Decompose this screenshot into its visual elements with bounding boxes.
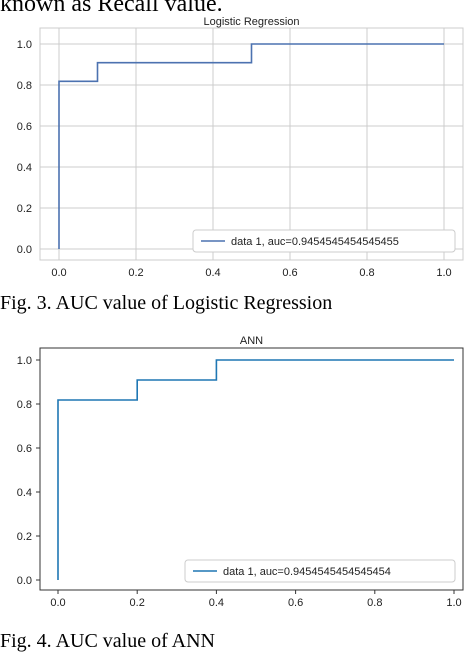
x-tick-label: 1.0 <box>446 597 461 609</box>
legend-box <box>184 559 456 583</box>
axes-frame <box>39 27 464 261</box>
chart-title: Logistic Regression <box>204 16 300 28</box>
y-tick-label: 0.8 <box>17 399 32 411</box>
logistic-regression-roc-chart: Logistic Regression 0.0 0.2 0.4 0.6 0.8 1.0 0.0… <box>17 16 464 279</box>
y-tick-label: 0.4 <box>17 487 32 499</box>
y-tick-label: 0.6 <box>17 121 32 133</box>
y-tick-label: 0.2 <box>17 531 32 543</box>
legend-box <box>192 229 456 253</box>
y-tick-label: 0.8 <box>17 80 32 92</box>
x-tick-label: 0.0 <box>51 267 66 279</box>
y-tick-label: 1.0 <box>17 355 32 367</box>
chart-title: ANN <box>240 335 263 347</box>
x-tick-label: 0.6 <box>282 267 297 279</box>
x-tick-label: 0.8 <box>359 267 374 279</box>
legend-label: data 1, auc=0.9454545454545455 <box>231 236 399 248</box>
figure-4-caption: Fig. 4. AUC value of ANN <box>0 630 215 652</box>
figure-3-caption: Fig. 3. AUC value of Logistic Regression <box>0 292 333 314</box>
y-tick-label: 0.0 <box>17 244 32 256</box>
y-tick-label: 1.0 <box>17 39 32 51</box>
ann-roc-chart: ANN 0.0 0.2 0.4 0.6 0.8 1.0 0.0 0.2 0.4 0.6 0.8 1.0 d… <box>17 335 464 609</box>
x-tick-label: 0.8 <box>367 597 382 609</box>
y-tick-label: 0.2 <box>17 203 32 215</box>
roc-curve-line <box>57 359 454 580</box>
legend-label: data 1, auc=0.9454545454545454 <box>223 566 391 578</box>
x-tick-label: 0.4 <box>205 267 220 279</box>
y-tick-label: 0.4 <box>17 162 32 174</box>
x-tick-label: 1.0 <box>436 267 451 279</box>
roc-curve-line <box>58 43 444 249</box>
x-tick-label: 0.2 <box>130 597 145 609</box>
plot-area <box>40 28 463 260</box>
plot-area <box>40 348 463 590</box>
top-text-fragment: known as Recall value. <box>0 0 223 17</box>
y-tick-label: 0.6 <box>17 443 32 455</box>
x-tick-label: 0.2 <box>128 267 143 279</box>
x-tick-label: 0.4 <box>209 597 224 609</box>
x-tick-label: 0.0 <box>50 597 65 609</box>
y-tick-label: 0.0 <box>17 575 32 587</box>
axes-frame <box>39 347 464 591</box>
x-tick-label: 0.6 <box>288 597 303 609</box>
